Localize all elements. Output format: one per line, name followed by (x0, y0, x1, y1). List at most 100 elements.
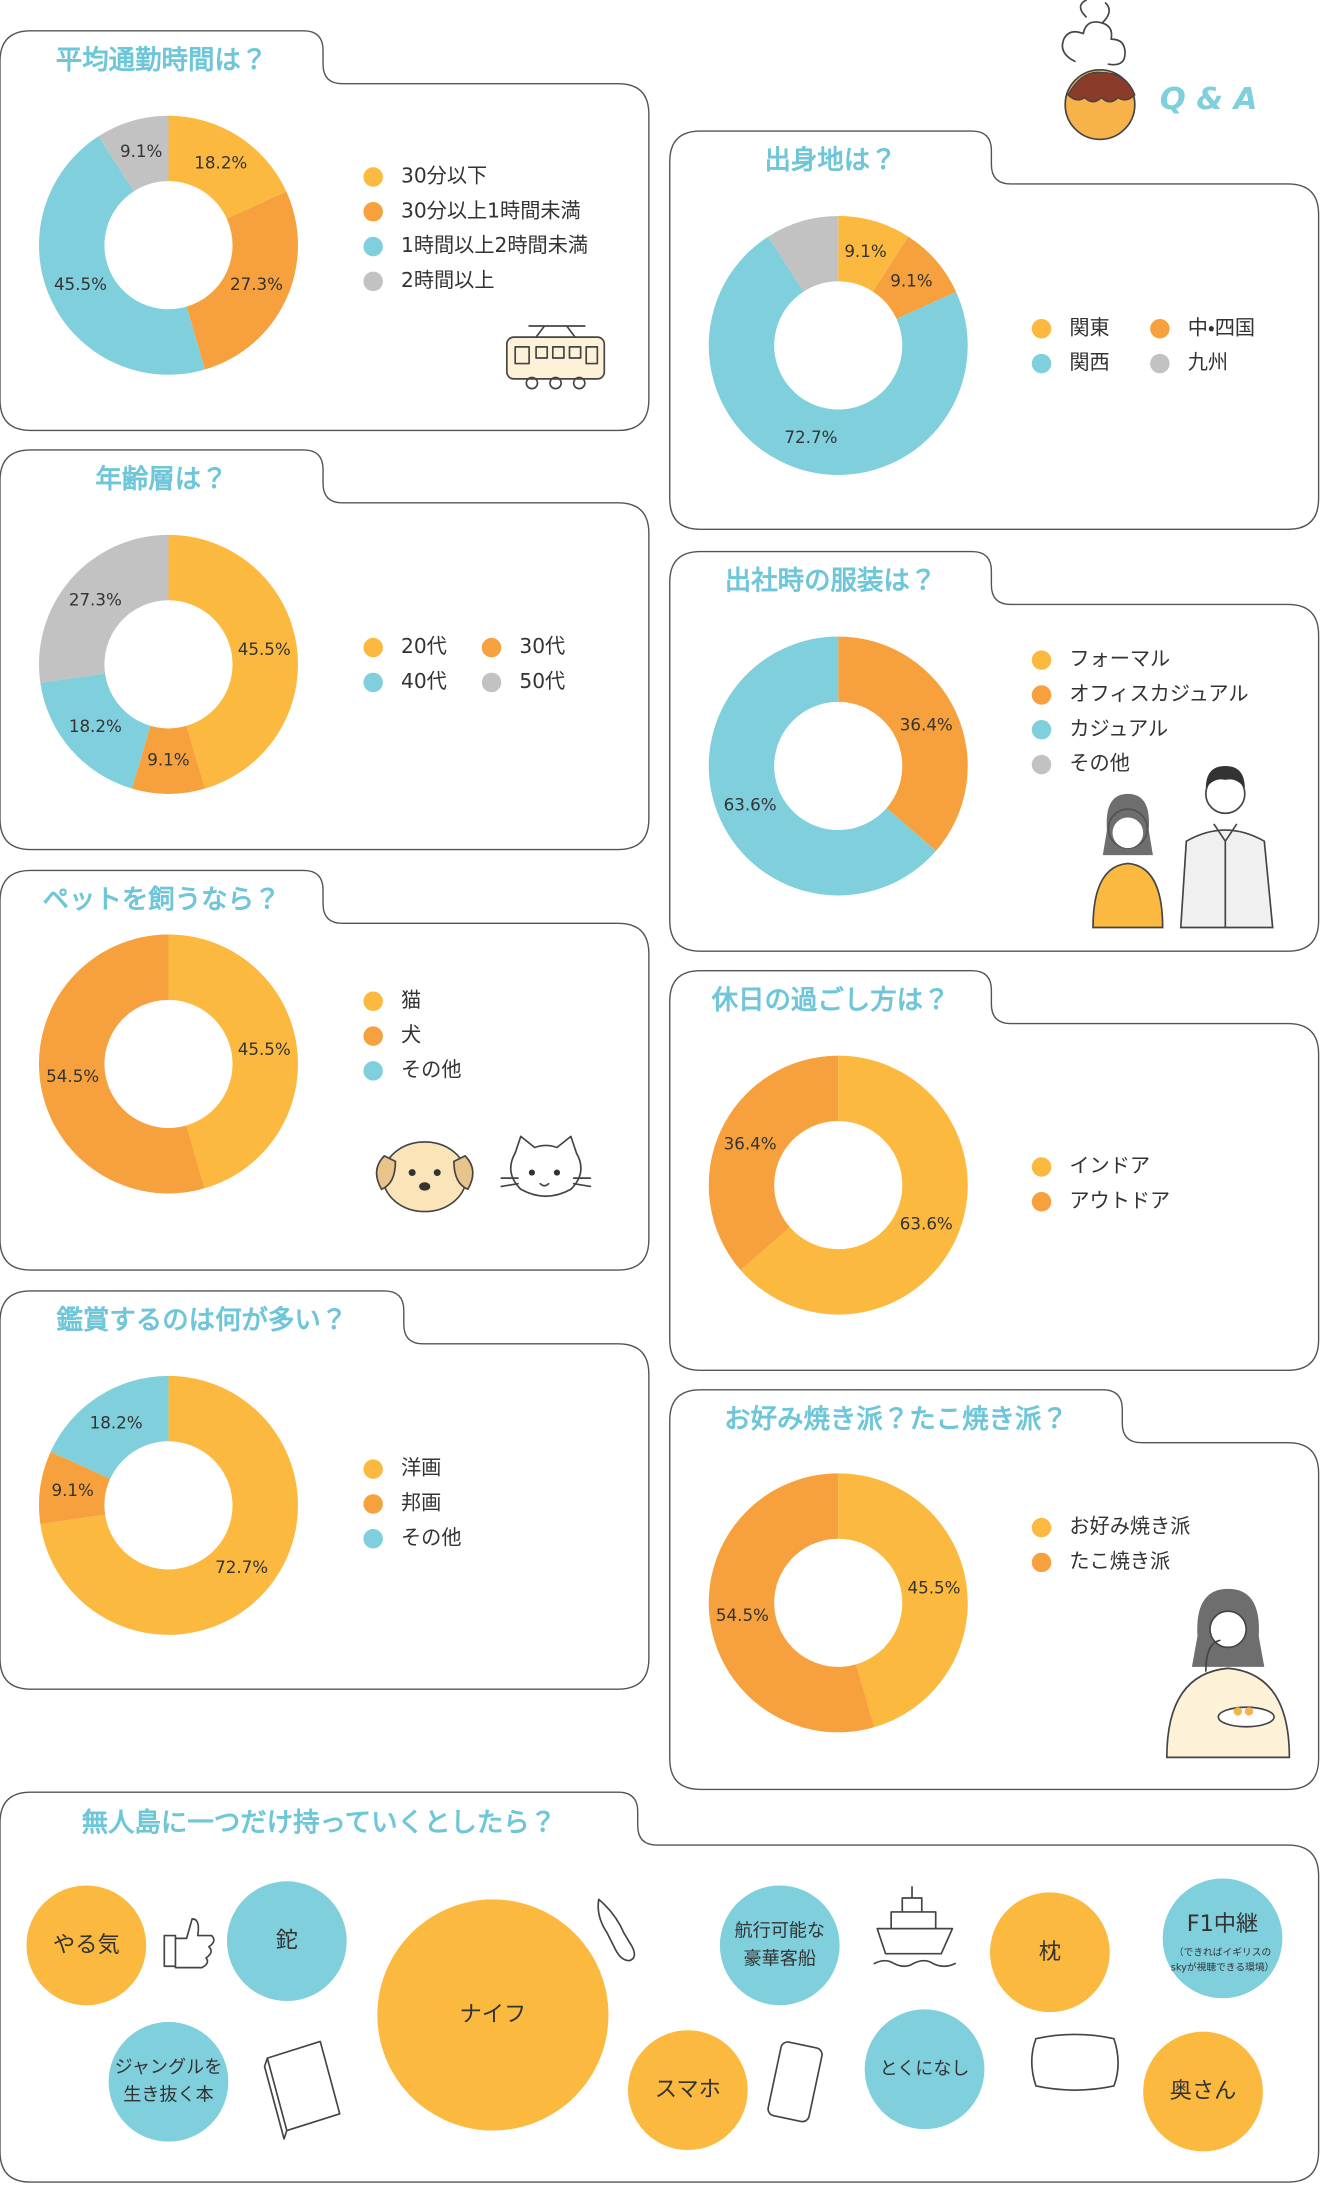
man-hair (1205, 765, 1245, 789)
legend-swatch (363, 236, 383, 257)
cat-eye (528, 1169, 535, 1176)
legend-label: お好み焼き派 (1069, 1514, 1190, 1538)
island-icons (163, 1886, 1119, 2140)
train-window (514, 346, 530, 365)
steam (1061, 21, 1126, 66)
legend-label: 2時間以上 (401, 268, 495, 292)
legend-label: 邦画 (401, 1490, 441, 1514)
item-label: とくになし (880, 2058, 970, 2079)
item-bubble (1143, 2031, 1263, 2152)
legend-label: 30代 (519, 634, 565, 658)
donut-slice (38, 1451, 111, 1524)
legend-swatch (363, 637, 383, 658)
legend-swatch (363, 271, 383, 292)
slice-label: 9.1% (844, 241, 886, 261)
pantograph (528, 325, 586, 338)
item-bubble (864, 2009, 985, 2130)
ship-icon (873, 1886, 957, 1968)
legend-swatch (1031, 754, 1052, 775)
item-bubble (377, 1899, 609, 2131)
legend-label: 洋画 (401, 1456, 441, 1480)
slice-label: 63.6% (900, 1214, 953, 1234)
legend-swatch (1031, 720, 1052, 740)
legend-label: 関東 (1069, 315, 1109, 339)
eating-illustration (1165, 1588, 1291, 1759)
donut-slice (838, 1473, 968, 1728)
donut-slice (50, 1375, 169, 1479)
train-illustration (506, 325, 606, 390)
wheel (525, 376, 539, 390)
card (0, 1791, 1320, 2183)
item-label: 生き抜く本 (123, 2085, 213, 2106)
slice-label: 72.7% (784, 427, 837, 447)
arm (1204, 1639, 1221, 1672)
legend-label: 猫 (401, 988, 421, 1012)
chart-title: 休日の過ごし方は？ (711, 985, 950, 1016)
slice-label: 36.4% (900, 714, 953, 734)
slice-label: 18.2% (194, 152, 247, 172)
item-label: ナイフ (460, 2001, 527, 2027)
legend-swatch (1150, 319, 1170, 339)
item-bubble (627, 2030, 748, 2151)
donut-slice (40, 1375, 298, 1635)
donut-slice (872, 236, 957, 319)
item-label: 鉈 (276, 1928, 298, 1954)
item-bubble (108, 2021, 229, 2142)
chart-title: 年齢層は？ (95, 464, 227, 495)
item-label: F1中継 (1187, 1911, 1259, 1937)
face (1209, 1610, 1248, 1649)
legend-swatch (1031, 1517, 1052, 1538)
legend-label: 1時間以上2時間未満 (401, 233, 588, 257)
item-label: 枕 (1039, 1939, 1061, 1965)
dog-eye (408, 1169, 416, 1177)
legend-swatch (1031, 650, 1052, 670)
legend-swatch (363, 1459, 383, 1479)
legend-swatch (363, 1026, 383, 1046)
item-bubble (1162, 1878, 1283, 1999)
chart-title: 出身地は？ (764, 145, 896, 176)
donut-slice (708, 636, 936, 896)
legend-swatch (363, 991, 383, 1012)
item-bubble (226, 1881, 347, 2002)
woman-face (1112, 817, 1144, 849)
legend-label: 50代 (519, 669, 565, 693)
legend-label: 関西 (1069, 350, 1109, 374)
item-bubble (719, 1885, 840, 2006)
donut-slice (768, 215, 839, 292)
takoyaki-illustration: Q & A (1061, 0, 1257, 141)
slice-label: 45.5% (238, 639, 291, 659)
man-collar (1213, 823, 1238, 929)
chart-title: 出社時の服装は？ (725, 566, 937, 597)
dog-eye (433, 1169, 441, 1177)
phone-icon (767, 2041, 823, 2123)
legend-swatch (1031, 1552, 1052, 1573)
cat-head (509, 1135, 582, 1198)
donut-slice (740, 1055, 968, 1315)
steam (1079, 0, 1110, 24)
legend-label: 犬 (401, 1023, 421, 1047)
slice-label: 9.1% (120, 141, 162, 161)
legend-label: たこ焼き派 (1069, 1549, 1170, 1573)
legend-swatch (1031, 1157, 1052, 1177)
donut-slice (708, 1055, 839, 1271)
legend-swatch (363, 1494, 383, 1514)
legend-label: アウトドア (1069, 1188, 1170, 1212)
legend-swatch (363, 1061, 383, 1081)
pillow-icon (1030, 2033, 1119, 2091)
slice-label: 9.1% (147, 750, 189, 770)
donut-slice (38, 534, 169, 683)
legend-swatch (363, 1529, 383, 1549)
legend-swatch (1031, 319, 1052, 339)
legend-label: オフィスカジュアル (1069, 681, 1248, 705)
donut-slice (168, 534, 298, 789)
item-label: ジャングルを (115, 2057, 223, 2078)
donut-slice (98, 115, 169, 192)
legend-label: 九州 (1188, 350, 1228, 374)
slice-label: 45.5% (238, 1039, 291, 1059)
slice-label: 63.6% (724, 795, 777, 815)
donut-slice (838, 636, 968, 852)
train-window (568, 346, 582, 359)
legend-label: 30分以上1時間未満 (401, 198, 581, 222)
